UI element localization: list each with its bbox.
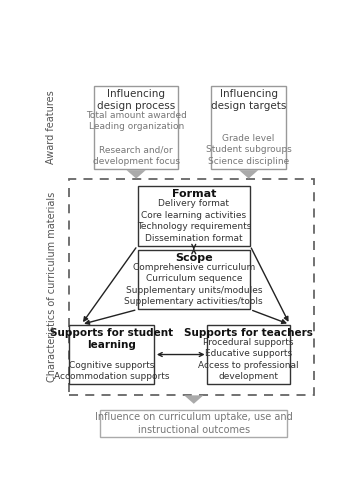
Polygon shape	[184, 396, 203, 404]
Text: Influence on curriculum uptake, use and
instructional outcomes: Influence on curriculum uptake, use and …	[95, 412, 293, 436]
FancyBboxPatch shape	[207, 324, 290, 384]
Text: Total amount awarded
Leading organization

Research and/or
development focus: Total amount awarded Leading organizatio…	[86, 111, 187, 166]
Text: Characteristics of curriculum materials: Characteristics of curriculum materials	[47, 192, 57, 382]
Text: Influencing
design process: Influencing design process	[97, 89, 175, 112]
FancyBboxPatch shape	[211, 86, 286, 169]
FancyBboxPatch shape	[138, 186, 250, 246]
Polygon shape	[127, 170, 146, 178]
Text: Format: Format	[172, 189, 216, 199]
FancyBboxPatch shape	[101, 410, 287, 438]
Text: Scope: Scope	[175, 252, 213, 262]
Polygon shape	[239, 170, 258, 178]
Text: Comprehensive curriculum
Curriculum sequence
Supplementary units/modules
Supplem: Comprehensive curriculum Curriculum sequ…	[125, 263, 263, 306]
Text: Award features: Award features	[46, 90, 56, 164]
Text: Influencing
design targets: Influencing design targets	[211, 89, 286, 112]
FancyBboxPatch shape	[69, 324, 154, 384]
FancyBboxPatch shape	[94, 86, 178, 169]
Text: Supports for student
learning: Supports for student learning	[50, 328, 173, 350]
Text: Procedural supports
Educative supports
Access to professional
development: Procedural supports Educative supports A…	[198, 338, 299, 382]
Text: Supports for teachers: Supports for teachers	[184, 328, 313, 338]
Text: Cognitive supports
Accommodation supports: Cognitive supports Accommodation support…	[54, 361, 169, 382]
FancyBboxPatch shape	[138, 250, 250, 310]
Text: Grade level
Student subgroups
Science discipline: Grade level Student subgroups Science di…	[206, 134, 291, 166]
Text: Delivery format
Core learning activities
Technology requirements
Dissemination f: Delivery format Core learning activities…	[137, 200, 251, 242]
